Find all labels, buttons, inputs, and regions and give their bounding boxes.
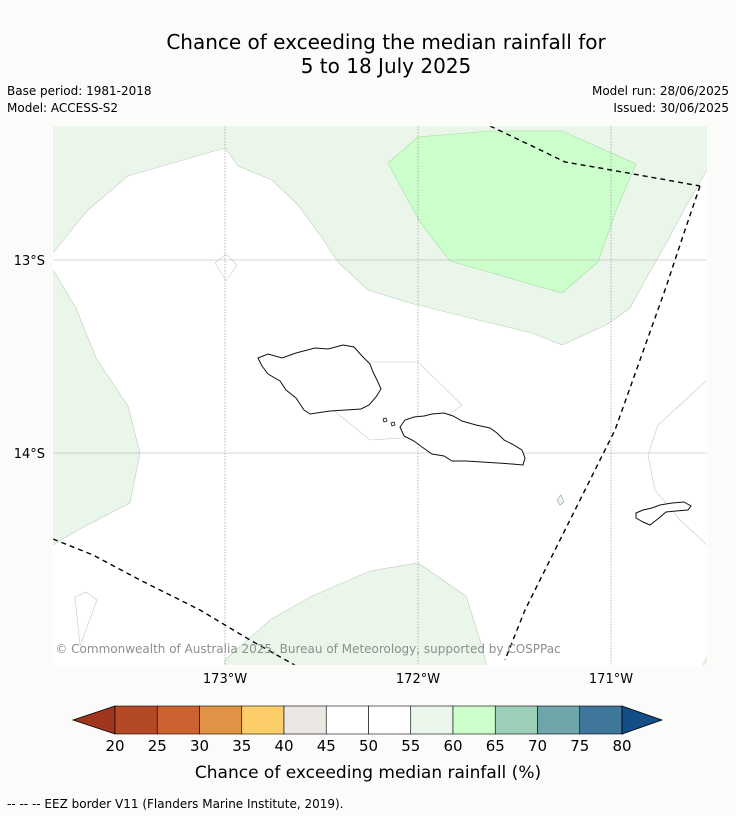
copyright-text: © Commonwealth of Australia 2025, Bureau… (55, 642, 560, 656)
island-savaii (257, 344, 382, 415)
colorbar-segment (156, 705, 200, 735)
lon-label-172w: 172°W (396, 672, 440, 687)
model-text: Model: ACCESS-S2 (7, 101, 119, 115)
colorbar-tick-label: 60 (443, 737, 462, 755)
model-run-text: Model run: 28/06/2025 (591, 84, 729, 98)
colorbar-tick-label: 50 (359, 737, 378, 755)
colorbar-segment (283, 705, 327, 735)
colorbar-tick-label: 70 (528, 737, 547, 755)
eez-borders (53, 126, 701, 665)
lon-label-173w: 173°W (203, 672, 247, 687)
colorbar (71, 705, 664, 735)
colorbar-segment (325, 705, 369, 735)
map-area: © Commonwealth of Australia 2025, Bureau… (53, 126, 707, 665)
map-frame (52, 125, 708, 666)
region-60-65 (387, 130, 637, 294)
title-line-2: 5 to 18 July 2025 (300, 54, 472, 78)
colorbar-tick-label: 20 (105, 737, 124, 755)
gridlines (53, 259, 707, 454)
lat-label-14s: 14°S (14, 447, 45, 462)
colorbar-tick-label: 40 (274, 737, 293, 755)
colorbar-tick-label: 75 (570, 737, 589, 755)
map-figure: © Commonwealth of Australia 2025, Bureau… (14, 125, 708, 783)
colorbar-tick-label: 35 (232, 737, 251, 755)
eez-footer-note: -- -- -- EEZ border V11 (Flanders Marine… (7, 797, 344, 811)
colorbar-tick-label: 55 (401, 737, 420, 755)
island-apolima (390, 421, 396, 427)
colorbar-extend-low (71, 705, 116, 735)
colorbar-segment (452, 705, 496, 735)
colorbar-segment (579, 705, 623, 735)
colorbar-tick-label: 25 (148, 737, 167, 755)
colorbar-tick-label: 30 (190, 737, 209, 755)
colorbar-segment (537, 705, 581, 735)
region-55-60-south (224, 562, 487, 665)
small-contour-west (214, 253, 238, 282)
colorbar-segment (114, 705, 158, 735)
base-period-text: Base period: 1981-2018 (7, 84, 152, 98)
colorbar-segment (241, 705, 285, 735)
small-contour-southwest (74, 591, 98, 647)
colorbar-tick-label: 80 (612, 737, 631, 755)
lon-label-171w: 171°W (589, 672, 633, 687)
island-tutuila (635, 501, 692, 526)
contour-corner-se (702, 656, 707, 665)
contour-east (647, 379, 707, 546)
colorbar-extend-high (621, 705, 664, 735)
chart-title: Chance of exceeding the median rainfall … (0, 30, 736, 78)
colorbar-tick-label: 65 (486, 737, 505, 755)
colorbar-segment (199, 705, 243, 735)
colorbar-segment (494, 705, 538, 735)
title-line-1: Chance of exceeding the median rainfall … (166, 30, 606, 54)
meta-left: Base period: 1981-2018 Model: ACCESS-S2 (7, 83, 152, 117)
colorbar-tick-labels: 20 25 30 35 40 45 50 55 60 65 70 75 80 (105, 737, 631, 755)
colorbar-segment (368, 705, 412, 735)
issued-text: Issued: 30/06/2025 (613, 101, 729, 115)
meta-right: Model run: 28/06/2025 Issued: 30/06/2025 (592, 83, 729, 117)
island-manono (382, 417, 388, 423)
colorbar-tick-label: 45 (317, 737, 336, 755)
colorbar-label: Chance of exceeding median rainfall (%) (195, 763, 541, 783)
lat-label-13s: 13°S (14, 254, 45, 269)
island-rose-atoll (556, 494, 565, 506)
island-upolu (399, 412, 526, 466)
axis-labels: 13°S 14°S 173°W 172°W 171°W (14, 254, 634, 687)
colorbar-segment (410, 705, 454, 735)
